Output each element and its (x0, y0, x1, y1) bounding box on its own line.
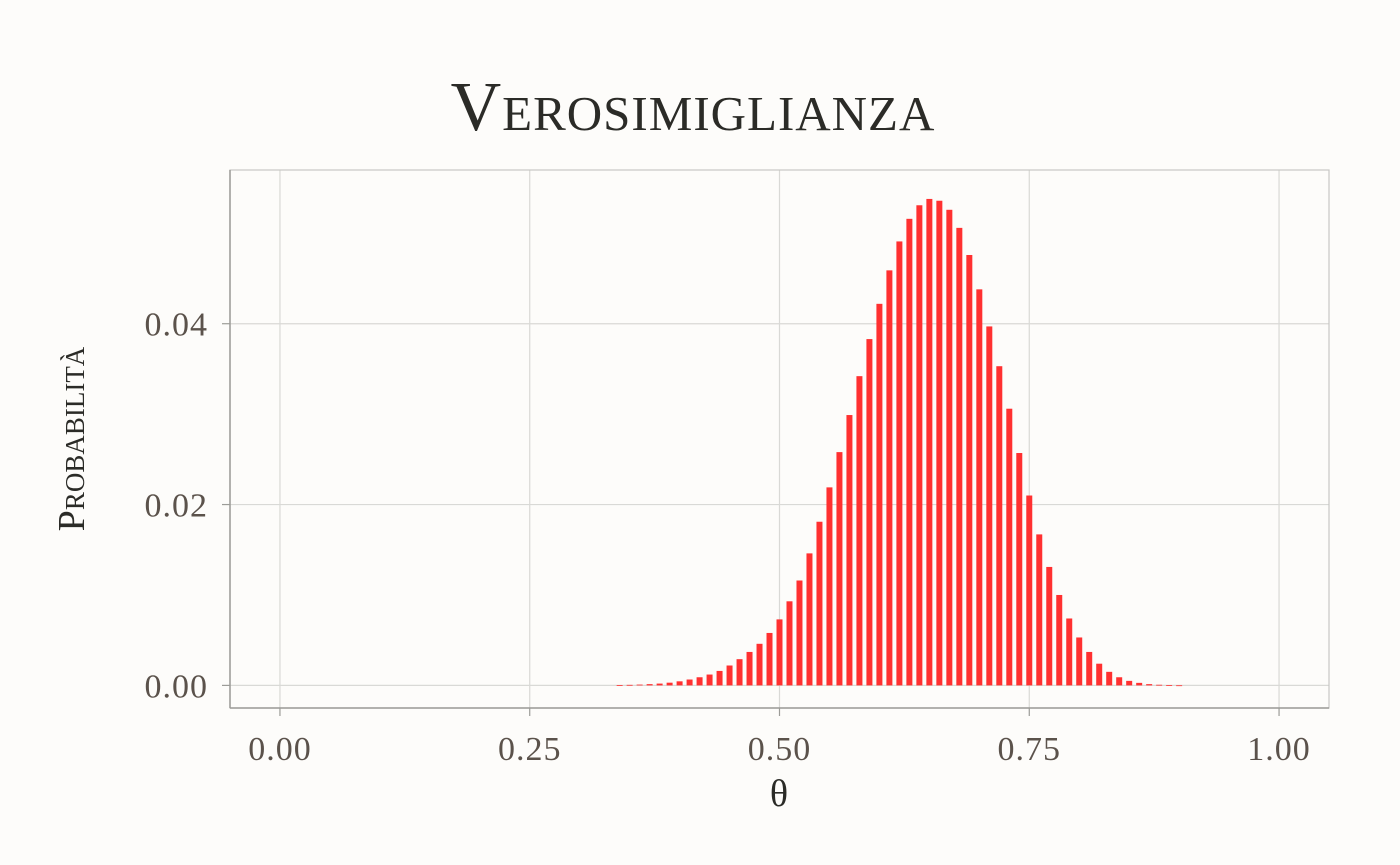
chart-title: Verosimiglianza (451, 69, 936, 146)
bar (926, 198, 933, 686)
bar (626, 684, 633, 686)
bar (936, 200, 943, 686)
bar (1036, 534, 1043, 686)
bar (1106, 671, 1113, 686)
bar (616, 685, 623, 686)
bar (766, 632, 773, 686)
bar (1006, 408, 1013, 686)
bar (896, 241, 903, 686)
bar (1096, 663, 1103, 686)
y-tick-label: 0.00 (145, 668, 209, 705)
bar (1116, 677, 1123, 686)
bar (856, 376, 863, 686)
x-tick-label: 0.50 (748, 731, 812, 768)
bar (806, 553, 813, 686)
bar (846, 415, 853, 686)
bar (906, 218, 913, 686)
bar (816, 521, 823, 686)
bar (786, 601, 793, 686)
bar (776, 619, 783, 686)
bar (1076, 637, 1083, 686)
bar (1046, 566, 1053, 686)
bar (916, 205, 923, 686)
bar (946, 209, 953, 686)
bar (736, 659, 743, 686)
bar (1146, 684, 1153, 686)
bars (616, 198, 1183, 687)
bar (1066, 618, 1073, 686)
axis-ticks (222, 323, 1280, 716)
x-tick-label: 1.00 (1247, 731, 1311, 768)
bar (656, 683, 663, 686)
bar (976, 289, 983, 686)
bar (876, 303, 883, 686)
bar (1086, 651, 1093, 686)
bar (836, 452, 843, 686)
x-tick-label: 0.75 (998, 731, 1062, 768)
bar (1176, 685, 1183, 687)
x-tick-label: 0.00 (248, 731, 312, 768)
bar (696, 677, 703, 686)
bar (1156, 684, 1163, 686)
x-axis-title: θ (770, 773, 788, 815)
bar (746, 651, 753, 686)
bar (676, 681, 683, 686)
bar (956, 227, 963, 686)
bar (1166, 685, 1173, 686)
y-tick-label: 0.02 (145, 488, 209, 525)
bar (686, 679, 693, 686)
bar (646, 684, 653, 686)
bar (706, 674, 713, 686)
bar (886, 270, 893, 686)
bar (1136, 682, 1143, 686)
bar (966, 254, 973, 686)
bar (666, 682, 673, 686)
bar (986, 326, 993, 686)
bar (726, 665, 733, 686)
x-tick-label: 0.25 (498, 731, 562, 768)
y-tick-label: 0.04 (145, 307, 209, 344)
bar (1026, 495, 1033, 686)
bar (1056, 594, 1063, 686)
bar (1016, 453, 1023, 686)
bar (756, 643, 763, 686)
bar (996, 366, 1003, 686)
bar (636, 684, 643, 686)
bar (866, 339, 873, 686)
y-axis-title: Probabilità (51, 346, 93, 531)
bar (1126, 680, 1133, 686)
bar (716, 670, 723, 686)
bar (826, 487, 833, 686)
bar (796, 580, 803, 686)
